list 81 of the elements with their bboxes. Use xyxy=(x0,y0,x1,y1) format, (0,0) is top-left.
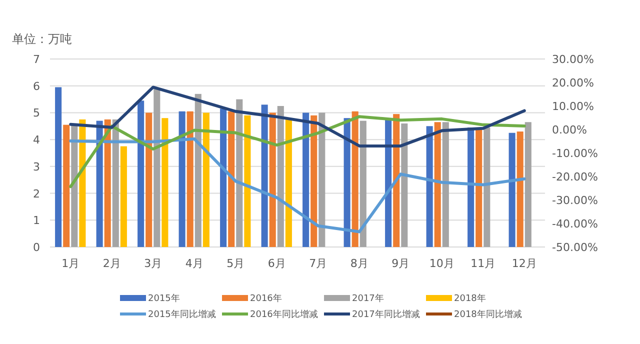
bar xyxy=(104,119,111,247)
bar xyxy=(442,122,449,247)
x-tick-label: 7月 xyxy=(309,257,328,270)
y2-tick-label: -30.00% xyxy=(552,194,598,207)
legend-label: 2016年同比增减 xyxy=(250,309,318,320)
x-tick-label: 3月 xyxy=(144,257,162,270)
bar xyxy=(63,124,70,247)
x-tick-label: 12月 xyxy=(512,257,537,270)
legend-label: 2015年 xyxy=(148,293,180,304)
bar xyxy=(138,100,144,247)
line-series xyxy=(69,115,526,188)
legend-label: 2018年同比增减 xyxy=(454,309,522,320)
bar xyxy=(285,118,292,247)
x-tick-label: 2月 xyxy=(102,257,121,270)
x-tick-label: 4月 xyxy=(185,257,204,270)
bar xyxy=(261,104,268,247)
legend-label: 2017年同比增减 xyxy=(352,309,420,320)
y-tick-label: 2 xyxy=(33,187,40,200)
bar xyxy=(318,112,326,247)
bar xyxy=(96,120,103,247)
x-tick-label: 10月 xyxy=(429,257,454,270)
y2-tick-label: -50.00% xyxy=(552,241,598,254)
x-tick-label: 8月 xyxy=(350,257,368,270)
legend-label: 2015年同比增减 xyxy=(148,309,216,320)
bar xyxy=(393,114,400,247)
bar xyxy=(344,118,350,247)
y2-tick-label: -10.00% xyxy=(552,147,598,160)
x-tick-label: 1月 xyxy=(62,257,80,270)
bar xyxy=(71,123,78,247)
y-tick-label: 0 xyxy=(33,241,40,254)
y-tick-label: 7 xyxy=(33,53,40,66)
bar xyxy=(244,115,251,247)
bar xyxy=(79,119,86,247)
bar xyxy=(310,115,318,247)
bar xyxy=(55,87,62,247)
bar xyxy=(162,118,168,247)
y2-tick-label: 0.00% xyxy=(552,124,587,136)
y-tick-label: 5 xyxy=(33,106,40,120)
bar xyxy=(426,126,433,247)
bar xyxy=(220,108,227,247)
bar xyxy=(178,111,186,247)
y-tick-label: 3 xyxy=(33,160,40,174)
y-tick-label: 4 xyxy=(33,134,40,147)
bar xyxy=(277,106,284,247)
bar xyxy=(516,132,524,247)
legend-label: 2017年 xyxy=(352,293,384,304)
bar xyxy=(186,111,194,247)
bar xyxy=(360,120,366,247)
y-tick-label: 6 xyxy=(33,80,40,93)
y2-tick-label: -20.00% xyxy=(552,170,598,184)
x-tick-label: 5月 xyxy=(226,257,245,270)
bar xyxy=(269,112,276,247)
y2-tick-label: 10.00% xyxy=(552,100,594,113)
bar xyxy=(352,111,358,247)
bar xyxy=(112,119,119,247)
bar xyxy=(484,127,490,247)
legend-label: 2018年 xyxy=(454,293,486,304)
bar xyxy=(236,99,243,247)
x-tick-label: 9月 xyxy=(392,257,410,270)
bar xyxy=(228,111,235,247)
bar xyxy=(385,118,392,247)
bar xyxy=(524,122,532,247)
bar xyxy=(154,88,160,247)
y-axis-title: 单位：万吨 xyxy=(12,32,72,46)
x-tick-label: 6月 xyxy=(268,257,286,270)
legend-label: 2016年 xyxy=(250,293,282,304)
x-tick-label: 11月 xyxy=(470,257,496,270)
y-tick-label: 1 xyxy=(33,214,40,228)
line-series xyxy=(69,137,526,234)
bar xyxy=(194,94,202,247)
y2-tick-label: 20.00% xyxy=(552,76,594,90)
bar xyxy=(146,112,152,247)
y2-tick-label: 30.00% xyxy=(552,53,594,66)
bar xyxy=(202,112,210,247)
bar xyxy=(401,123,408,247)
y2-tick-label: -40.00% xyxy=(552,218,598,230)
bar xyxy=(302,112,310,247)
bar xyxy=(434,122,441,247)
bar xyxy=(508,132,516,247)
bar xyxy=(120,146,127,247)
line-series xyxy=(69,86,526,148)
